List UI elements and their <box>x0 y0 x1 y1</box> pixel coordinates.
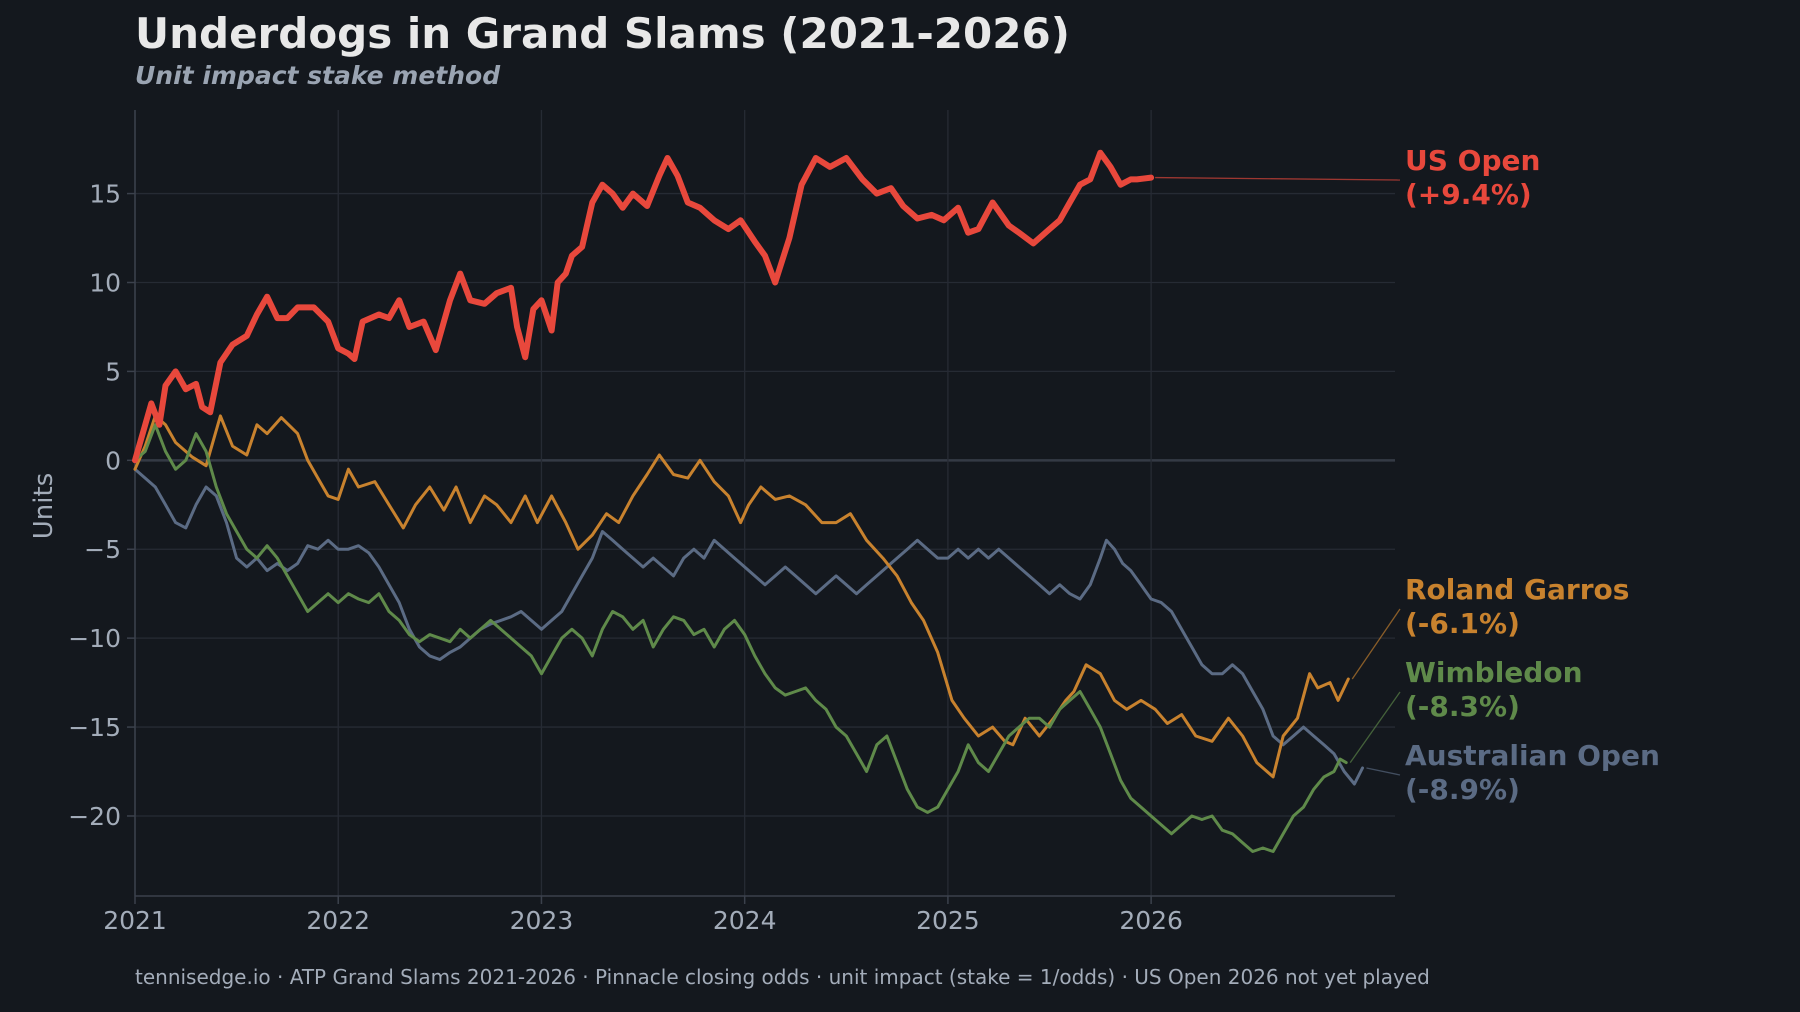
y-tick-label: 0 <box>105 446 121 475</box>
end-labels: Australian Open(-8.9%) Roland Garros(-6.1… <box>1155 144 1660 806</box>
leader-line <box>1366 767 1401 776</box>
y-tick-label: 5 <box>105 357 121 386</box>
series-line-australian-open <box>133 467 1364 786</box>
series-line-roland-garros <box>133 414 1350 779</box>
chart-subtitle: Unit impact stake method <box>135 61 501 90</box>
end-label-name: Australian Open <box>1405 739 1660 772</box>
x-tick-label: 2021 <box>103 906 167 935</box>
chart-title: Underdogs in Grand Slams (2021-2026) <box>135 9 1070 58</box>
x-ticks: 2021 2022 2023 2024 2025 2026 <box>103 896 1183 935</box>
footer-note: tennisedge.io · ATP Grand Slams 2021-202… <box>135 965 1430 989</box>
x-tick-label: 2025 <box>916 906 980 935</box>
y-tick-label: −10 <box>68 624 121 653</box>
series <box>132 149 1364 853</box>
y-tick-label: 15 <box>89 180 121 209</box>
end-label-pct: (-8.3%) <box>1405 690 1520 723</box>
x-tick-label: 2022 <box>306 906 370 935</box>
end-label-pct: (-6.1%) <box>1405 607 1520 640</box>
x-tick-label: 2024 <box>713 906 777 935</box>
leader-line <box>1155 176 1401 181</box>
series-line-us-open <box>132 149 1155 464</box>
y-tick-label: −20 <box>68 802 121 831</box>
end-label-name: Roland Garros <box>1405 573 1629 606</box>
leader-line <box>1349 691 1401 764</box>
axes <box>134 110 1395 897</box>
series-line-wimbledon <box>133 423 1348 853</box>
y-ticks: 15 10 5 0 −5 −10 −15 −20 <box>68 180 135 831</box>
end-label-name: US Open <box>1405 144 1540 177</box>
end-label-pct: (+9.4%) <box>1405 178 1532 211</box>
y-tick-label: 10 <box>89 268 121 297</box>
end-label-pct: (-8.9%) <box>1405 773 1520 806</box>
y-tick-label: −5 <box>84 535 121 564</box>
end-label-name: Wimbledon <box>1405 656 1583 689</box>
y-tick-label: −15 <box>68 713 121 742</box>
x-tick-label: 2023 <box>510 906 574 935</box>
leader-line <box>1351 608 1401 680</box>
y-axis-label: Units <box>29 473 59 539</box>
x-tick-label: 2026 <box>1119 906 1183 935</box>
